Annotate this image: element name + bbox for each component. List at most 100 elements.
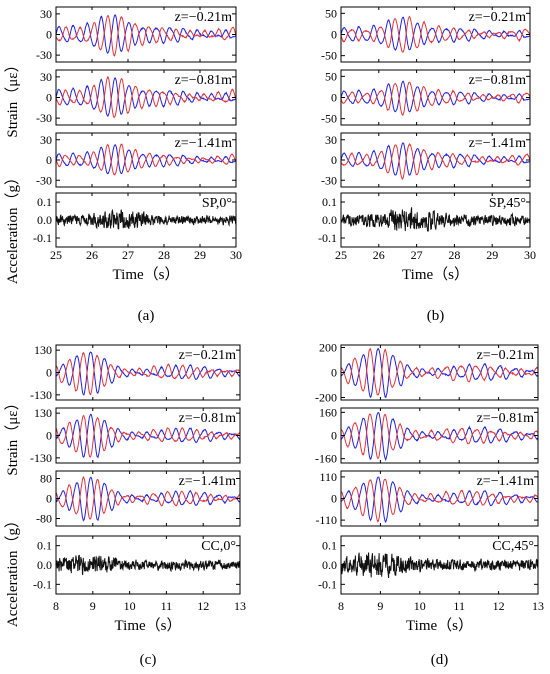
y-tick-label: 0 bbox=[331, 153, 337, 167]
y-tick-label: 130 bbox=[34, 343, 52, 357]
y-tick-label: -30 bbox=[36, 111, 52, 125]
x-tick-label: 12 bbox=[197, 599, 209, 613]
subplot-annotation: z=−1.41m bbox=[179, 474, 237, 489]
strain-series-red bbox=[56, 415, 240, 458]
x-tick-label: 27 bbox=[411, 248, 423, 262]
subplot-acceleration-4: 0.1 0.0 -0.1 SP,45° bbox=[318, 192, 531, 248]
x-axis-label: Time（s） bbox=[406, 617, 473, 634]
y-tick-label: 0.1 bbox=[322, 539, 337, 553]
y-tick-label: 0 bbox=[46, 91, 52, 105]
strain-series-red bbox=[341, 15, 530, 53]
y-tick-label: -80 bbox=[36, 512, 52, 526]
y-tick-label: 0 bbox=[331, 91, 337, 105]
panel-b: 50 0 -50 z=−0.21m 50 0 -50 z=−0.81m 30 0 -30 z=−1.4… bbox=[318, 6, 536, 324]
y-tick-label: -0.1 bbox=[318, 577, 337, 591]
acceleration-series bbox=[56, 208, 236, 230]
y-tick-label: 30 bbox=[40, 70, 52, 84]
strain-series-red bbox=[341, 347, 538, 396]
strain-series-blue bbox=[341, 411, 538, 462]
acceleration-series bbox=[341, 552, 538, 579]
y-tick-label: 0 bbox=[331, 28, 337, 42]
y-tick-label: -0.1 bbox=[33, 577, 52, 591]
subplot-annotation: z=−0.21m bbox=[175, 10, 233, 25]
subplot-strain-3: 110 0 -110 z=−1.41m bbox=[315, 470, 539, 527]
y-axis-label-acceleration: Acceleration（g） bbox=[4, 170, 21, 284]
y-tick-label: 80 bbox=[40, 472, 52, 486]
y-tick-label: -130 bbox=[30, 451, 52, 465]
x-axis-label: Time（s） bbox=[402, 266, 469, 283]
x-tick-label: 11 bbox=[161, 599, 173, 613]
subplot-annotation: z=−0.81m bbox=[179, 411, 237, 426]
subplot-strain-1: 30 0 -30 z=−0.21m bbox=[36, 6, 237, 63]
y-tick-label: 0 bbox=[46, 492, 52, 506]
subplot-annotation: z=−1.41m bbox=[477, 474, 535, 489]
subplot-annotation: z=−0.81m bbox=[477, 411, 535, 426]
panel-c: 130 0 -130 z=−0.21m 130 0 -130 z=−0.81m 80 0 -80 z=… bbox=[4, 343, 246, 668]
strain-series-red bbox=[56, 476, 240, 520]
y-tick-label: -30 bbox=[321, 173, 337, 187]
strain-series-blue bbox=[56, 351, 240, 396]
y-tick-label: 50 bbox=[325, 69, 337, 83]
x-tick-label: 8 bbox=[338, 599, 344, 613]
y-tick-label: -0.1 bbox=[33, 231, 52, 245]
x-tick-label: 29 bbox=[194, 248, 206, 262]
y-tick-label: 0 bbox=[46, 429, 52, 443]
subplot-annotation: z=−0.81m bbox=[175, 73, 233, 88]
x-tick-label: 26 bbox=[373, 248, 385, 262]
x-tick-label: 8 bbox=[53, 599, 59, 613]
y-tick-label: 0 bbox=[46, 366, 52, 380]
y-tick-label: 0.0 bbox=[37, 558, 52, 572]
x-tick-label: 9 bbox=[377, 599, 383, 613]
y-tick-label: 0.1 bbox=[37, 539, 52, 553]
subplot-annotation: z=−0.81m bbox=[469, 73, 527, 88]
subplot-annotation: z=−0.21m bbox=[179, 348, 237, 363]
y-axis-label-strain: Strain（με） bbox=[4, 395, 21, 475]
x-tick-label: 26 bbox=[86, 248, 98, 262]
x-tick-label: 10 bbox=[124, 599, 136, 613]
subplot-strain-3: 30 0 -30 z=−1.41m bbox=[36, 132, 237, 188]
subplot-annotation: CC,0° bbox=[201, 539, 236, 554]
y-tick-label: 0 bbox=[331, 492, 337, 506]
y-tick-label: -30 bbox=[36, 48, 52, 62]
y-tick-label: 0.1 bbox=[37, 195, 52, 209]
strain-series-blue bbox=[341, 476, 538, 523]
subplot-annotation: SP,45° bbox=[489, 196, 526, 211]
x-tick-label: 27 bbox=[122, 248, 134, 262]
subplot-annotation: z=−0.21m bbox=[477, 348, 535, 363]
x-tick-label: 30 bbox=[230, 248, 242, 262]
y-tick-label: 50 bbox=[325, 6, 337, 20]
y-tick-label: 0 bbox=[331, 366, 337, 380]
panel-label: (b) bbox=[427, 308, 445, 324]
subplot-annotation: z=−1.41m bbox=[469, 136, 527, 151]
x-tick-label: 13 bbox=[234, 599, 246, 613]
subplot-strain-2: 130 0 -130 z=−0.81m bbox=[30, 406, 241, 465]
y-tick-label: 200 bbox=[319, 341, 337, 355]
y-tick-label: 110 bbox=[319, 470, 337, 484]
panel-d: 200 0 -200 z=−0.21m 160 0 -160 z=−0.81m 110 0 -110… bbox=[315, 341, 544, 669]
y-tick-label: 30 bbox=[40, 133, 52, 147]
y-tick-label: -110 bbox=[315, 513, 337, 527]
panel-label: (c) bbox=[140, 652, 157, 668]
x-tick-label: 13 bbox=[532, 599, 544, 613]
subplot-strain-2: 160 0 -160 z=−0.81m bbox=[315, 405, 539, 466]
subplot-strain-1: 200 0 -200 z=−0.21m bbox=[315, 341, 539, 405]
y-tick-label: 0.0 bbox=[322, 558, 337, 572]
x-axis-label: Time（s） bbox=[113, 266, 180, 283]
y-tick-label: 0.1 bbox=[322, 195, 337, 209]
x-tick-label: 10 bbox=[414, 599, 426, 613]
subplot-annotation: z=−1.41m bbox=[175, 136, 233, 151]
strain-series-red bbox=[341, 81, 530, 116]
y-axis-label-strain: Strain（με） bbox=[4, 57, 21, 137]
strain-series-red bbox=[341, 142, 530, 180]
acceleration-series bbox=[341, 207, 530, 232]
y-tick-label: -130 bbox=[30, 388, 52, 402]
subplot-strain-3: 80 0 -80 z=−1.41m bbox=[36, 470, 241, 527]
panel-label: (a) bbox=[138, 308, 155, 324]
subplot-strain-2: 50 0 -50 z=−0.81m bbox=[321, 69, 531, 126]
y-tick-label: 0.0 bbox=[322, 213, 337, 227]
x-tick-label: 30 bbox=[524, 248, 536, 262]
y-tick-label: 0 bbox=[46, 153, 52, 167]
subplot-strain-1: 130 0 -130 z=−0.21m bbox=[30, 343, 241, 402]
y-tick-label: 0 bbox=[331, 429, 337, 443]
